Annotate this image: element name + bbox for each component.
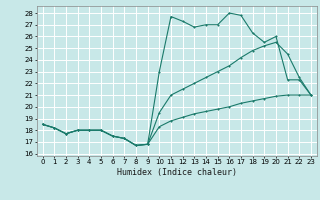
X-axis label: Humidex (Indice chaleur): Humidex (Indice chaleur) xyxy=(117,168,237,177)
